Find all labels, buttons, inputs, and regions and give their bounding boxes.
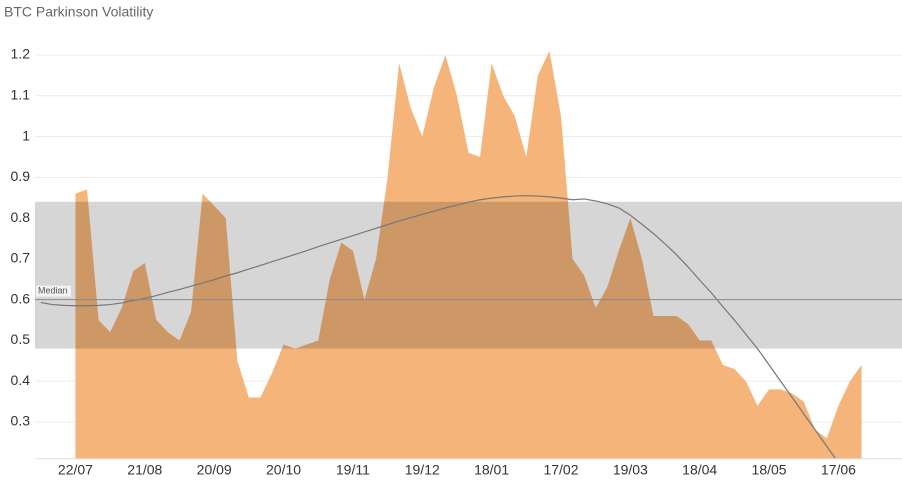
chart-title: BTC Parkinson Volatility: [4, 4, 153, 20]
y-tick-label: 1: [22, 127, 30, 143]
y-tick-label: 0.4: [11, 372, 31, 388]
x-tick-label: 22/07: [58, 462, 93, 478]
x-tick-label: 20/10: [266, 462, 301, 478]
x-tick-label: 18/04: [682, 462, 717, 478]
x-tick-label: 20/09: [197, 462, 232, 478]
x-tick-label: 17/06: [821, 462, 856, 478]
reference-band: [35, 201, 902, 349]
y-tick-label: 0.8: [11, 209, 31, 225]
x-tick-label: 19/12: [405, 462, 440, 478]
x-tick-label: 18/05: [752, 462, 787, 478]
x-tick-label: 18/01: [474, 462, 509, 478]
y-tick-label: 0.7: [11, 250, 31, 266]
x-tick-label: 19/11: [336, 462, 370, 478]
x-tick-label: 21/08: [127, 462, 162, 478]
trend-line: [40, 195, 837, 459]
x-tick-label: 19/03: [613, 462, 648, 478]
y-tick-label: 1.2: [11, 46, 31, 62]
median-label-bg: [36, 285, 71, 297]
y-tick-label: 0.6: [11, 290, 31, 306]
y-tick-label: 0.5: [11, 331, 31, 347]
y-tick-label: 0.9: [11, 168, 31, 184]
x-tick-label: 17/02: [543, 462, 578, 478]
y-tick-label: 1.1: [11, 86, 31, 102]
plot: [35, 50, 902, 459]
median-label: Median: [38, 286, 68, 296]
y-tick-label: 0.3: [11, 413, 31, 429]
